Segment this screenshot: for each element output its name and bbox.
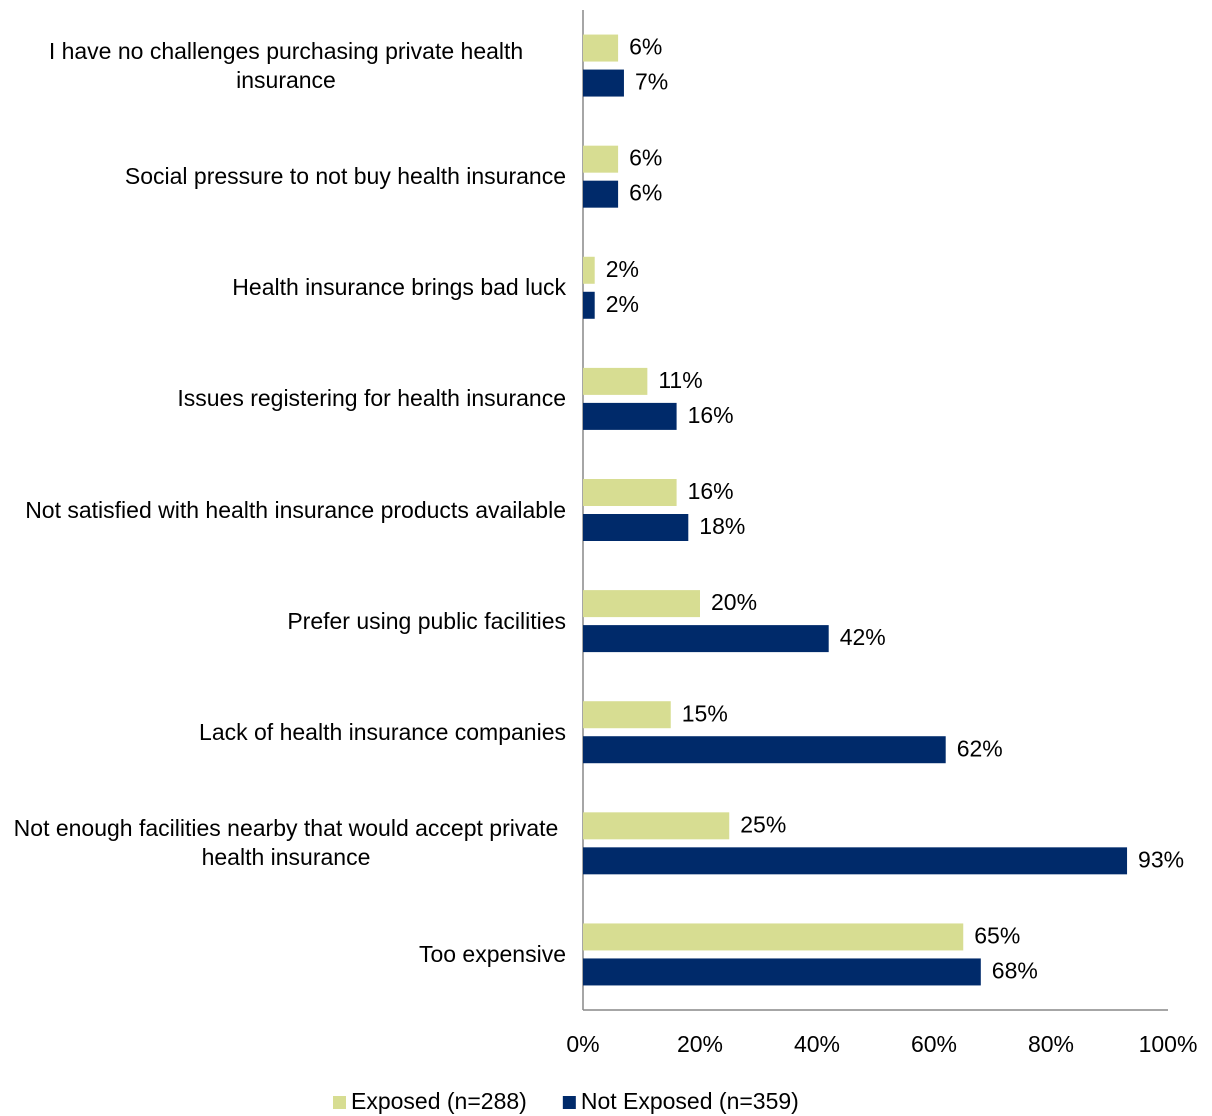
- category-label: Too expensive: [0, 904, 566, 1004]
- data-label: 15%: [682, 700, 728, 726]
- bar: [583, 367, 648, 395]
- category-text: Not enough facilities nearby that would …: [13, 815, 559, 871]
- bar: [583, 180, 619, 208]
- bar: [583, 923, 964, 951]
- legend-label: Exposed (n=288): [351, 1088, 527, 1114]
- category-text: Too expensive: [418, 940, 566, 967]
- legend-label: Not Exposed (n=359): [581, 1088, 799, 1114]
- category-text: I have no challenges purchasing private …: [48, 37, 524, 93]
- data-label: 18%: [699, 513, 745, 539]
- data-label: 93%: [1138, 846, 1184, 872]
- bar: [583, 590, 700, 618]
- bar: [583, 958, 981, 986]
- category-text: Health insurance brings bad luck: [232, 274, 566, 301]
- data-label: 16%: [688, 402, 734, 428]
- bar: [583, 291, 595, 319]
- category-label: Not enough facilities nearby that would …: [0, 793, 566, 893]
- x-tick-label: 20%: [677, 1031, 723, 1057]
- bar: [583, 145, 619, 173]
- bar: [583, 736, 946, 764]
- data-label: 2%: [606, 291, 639, 317]
- legend-swatch: [333, 1096, 346, 1109]
- data-label: 16%: [688, 478, 734, 504]
- data-label: 20%: [711, 589, 757, 615]
- category-text: Lack of health insurance companies: [199, 718, 566, 745]
- x-tick-label: 100%: [1139, 1031, 1198, 1057]
- category-label: Health insurance brings bad luck: [0, 238, 566, 338]
- data-label: 11%: [658, 367, 702, 393]
- data-label: 2%: [606, 256, 639, 282]
- category-label: Social pressure to not buy health insura…: [0, 127, 566, 227]
- bar: [583, 256, 595, 284]
- category-label: Prefer using public facilities: [0, 571, 566, 671]
- category-label: I have no challenges purchasing private …: [0, 16, 566, 116]
- category-text: Not satisfied with health insurance prod…: [25, 496, 566, 523]
- data-label: 6%: [629, 180, 662, 206]
- bar: [583, 34, 619, 62]
- category-label: Lack of health insurance companies: [0, 682, 566, 782]
- category-text: Prefer using public facilities: [287, 607, 566, 634]
- category-text: Social pressure to not buy health insura…: [124, 163, 566, 190]
- category-label: Issues registering for health insurance: [0, 349, 566, 449]
- data-label: 42%: [840, 624, 886, 650]
- x-tick-label: 80%: [1028, 1031, 1074, 1057]
- bar: [583, 847, 1128, 875]
- bar: [583, 402, 677, 430]
- data-label: 6%: [629, 34, 662, 60]
- data-label: 68%: [992, 958, 1038, 984]
- data-label: 6%: [629, 145, 662, 171]
- data-label: 65%: [974, 923, 1020, 949]
- x-tick-label: 0%: [566, 1031, 599, 1057]
- bar: [583, 514, 689, 541]
- bar: [583, 479, 677, 506]
- legend-swatch: [562, 1096, 576, 1109]
- data-label: 62%: [957, 735, 1003, 761]
- bar: [583, 625, 829, 653]
- bar: [583, 812, 730, 840]
- data-label: 7%: [635, 69, 668, 95]
- bar: [583, 69, 624, 97]
- bar: [583, 701, 671, 729]
- x-tick-label: 60%: [911, 1031, 957, 1057]
- x-tick-label: 40%: [794, 1031, 840, 1057]
- category-text: Issues registering for health insurance: [177, 385, 566, 412]
- category-label: Not satisfied with health insurance prod…: [0, 460, 566, 560]
- data-label: 25%: [740, 811, 786, 837]
